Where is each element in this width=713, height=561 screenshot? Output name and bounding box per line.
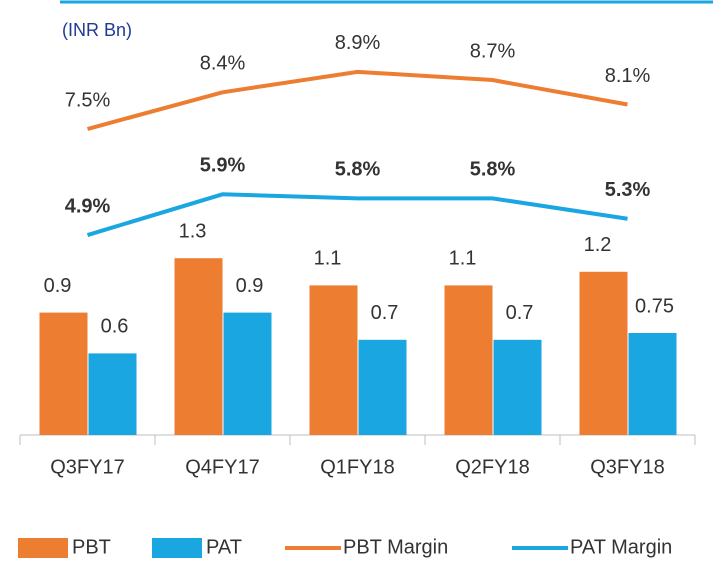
bar-label: 0.6 — [101, 316, 129, 338]
x-tick-label: Q1FY18 — [320, 456, 394, 478]
bar — [579, 271, 628, 435]
bar — [309, 285, 358, 435]
line-label: 5.8% — [335, 159, 381, 181]
legend-label: PAT Margin — [570, 536, 672, 558]
x-tick-label: Q3FY17 — [50, 456, 124, 478]
bar-label: 0.7 — [371, 302, 399, 324]
bar — [358, 339, 407, 435]
line-label: 4.9% — [65, 195, 111, 217]
legend-swatch — [152, 538, 202, 558]
x-tick-label: Q4FY17 — [185, 456, 259, 478]
bar-label: 1.1 — [314, 248, 342, 270]
bar-label: 1.2 — [584, 234, 612, 256]
line-label: 8.9% — [335, 32, 381, 54]
bar-label: 0.7 — [506, 302, 534, 324]
line — [86, 192, 628, 237]
bar — [39, 312, 88, 435]
bar — [628, 333, 677, 435]
bar — [493, 339, 542, 435]
line-label: 8.7% — [470, 40, 516, 62]
line-label: 5.3% — [605, 179, 651, 201]
line-label: 5.9% — [200, 155, 246, 177]
bar — [88, 353, 137, 435]
line-label: 8.1% — [605, 65, 651, 87]
bar-label: 0.75 — [635, 295, 674, 317]
bar — [444, 285, 493, 435]
bar-label: 1.1 — [449, 248, 477, 270]
legend-label: PBT Margin — [343, 536, 448, 558]
legend-swatch — [18, 538, 68, 558]
x-tick-label: Q3FY18 — [590, 456, 664, 478]
line-label: 8.4% — [200, 53, 246, 75]
bar — [223, 312, 272, 435]
bar-label: 0.9 — [236, 275, 264, 297]
line — [86, 69, 628, 131]
line-label: 5.8% — [470, 159, 516, 181]
line-label: 7.5% — [65, 89, 111, 111]
legend-label: PAT — [206, 536, 242, 558]
bar — [174, 258, 223, 435]
bar-label: 1.3 — [179, 220, 207, 242]
chart-title: (INR Bn) — [62, 20, 132, 40]
x-tick-label: Q2FY18 — [455, 456, 529, 478]
bar-label: 0.9 — [44, 275, 72, 297]
legend-label: PBT — [72, 536, 111, 558]
